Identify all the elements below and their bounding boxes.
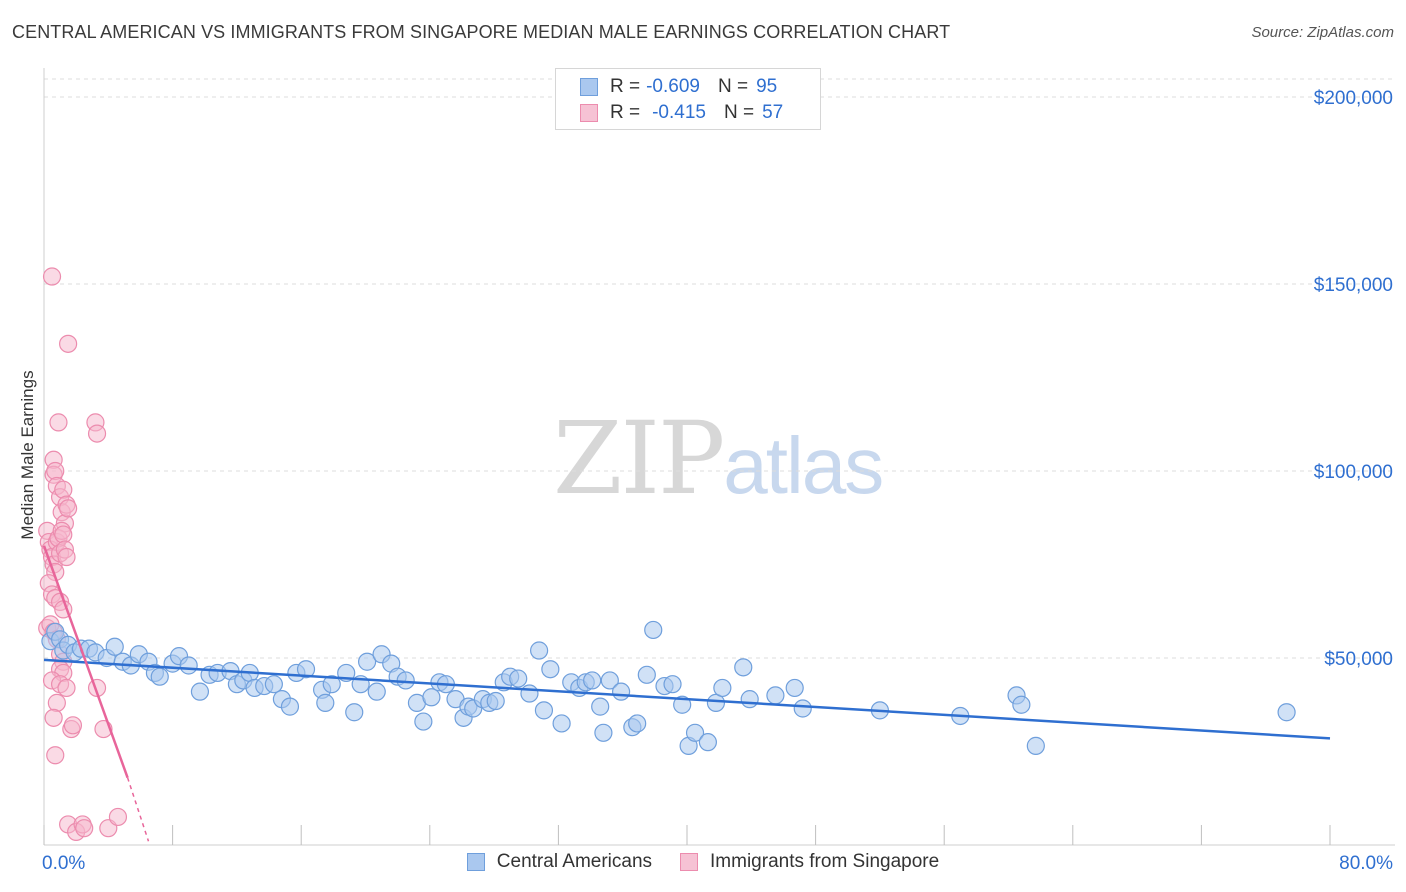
singapore-point (75, 819, 94, 838)
singapore-point (59, 334, 78, 353)
y-tick-label: $100,000 (1314, 462, 1393, 483)
singapore-point (46, 746, 65, 765)
series-swatch-pink (680, 853, 699, 871)
central-americans-trendline (43, 658, 1331, 740)
central-americans-point (509, 669, 528, 688)
singapore-point (57, 678, 76, 698)
series-legend-label: Central Americans (496, 851, 653, 872)
watermark-zip: ZIP (553, 400, 725, 517)
central-americans-point (414, 712, 433, 731)
singapore-point (42, 267, 62, 286)
legend-row-central-americans: R = -0.609 N = 95 (580, 75, 777, 99)
series-legend: Central Americans Immigrants from Singap… (0, 851, 1406, 873)
central-americans-point (1026, 736, 1045, 755)
central-americans-point (785, 678, 804, 698)
y-tick-label: $50,000 (1324, 649, 1393, 670)
central-americans-point (713, 678, 732, 698)
singapore-point (63, 716, 83, 735)
central-americans-point (637, 665, 656, 684)
central-americans-point (740, 690, 759, 709)
central-americans-point (105, 637, 124, 656)
x-tick-label-min: 0.0% (42, 853, 85, 874)
central-americans-point (345, 703, 364, 722)
central-americans-point (594, 723, 613, 742)
singapore-point (108, 807, 128, 827)
series-legend-central-americans[interactable]: Central Americans (466, 851, 653, 873)
legend-n-label: N = (717, 76, 749, 97)
x-tick-label-max: 80.0% (1339, 853, 1393, 874)
y-axis-label: Median Male Earnings (18, 370, 37, 540)
legend-n-label: N = (723, 102, 755, 123)
central-americans-point (150, 667, 169, 686)
central-americans-point (706, 693, 726, 712)
singapore-point (54, 480, 73, 499)
singapore-trendline-extension (126, 777, 150, 842)
legend-row-singapore: R = -0.415 N = 57 (580, 101, 783, 125)
legend-r-label: R = (610, 76, 641, 97)
singapore-point (44, 708, 63, 727)
legend-r-value: -0.415 (652, 102, 706, 123)
central-americans-point (179, 656, 198, 675)
series-legend-singapore[interactable]: Immigrants from Singapore (680, 851, 939, 873)
legend-swatch-pink (580, 104, 598, 122)
central-americans-point (530, 641, 549, 660)
central-americans-point (698, 733, 717, 752)
singapore-point (49, 413, 68, 432)
central-americans-point (583, 671, 602, 690)
y-tick-label: $200,000 (1314, 88, 1393, 109)
legend-n-value: 95 (756, 76, 778, 97)
central-americans-point (520, 684, 539, 703)
central-americans-point (264, 675, 283, 694)
central-americans-point (1012, 695, 1031, 714)
singapore-point (46, 461, 65, 481)
watermark-atlas: atlas (723, 421, 884, 510)
central-americans-point (534, 701, 554, 720)
central-americans-point (734, 658, 753, 677)
central-americans-point (296, 660, 316, 679)
y-tick-label: $150,000 (1314, 275, 1393, 296)
central-americans-point (358, 652, 377, 671)
central-americans-point (190, 682, 210, 701)
central-americans-point (1277, 703, 1296, 722)
singapore-point (54, 525, 73, 544)
central-americans-point (541, 660, 560, 679)
singapore-point (87, 424, 107, 443)
correlation-legend: R = -0.609 N = 95 R = -0.415 N = 57 (555, 68, 821, 130)
central-americans-point (552, 714, 571, 733)
legend-r-value: -0.609 (646, 76, 700, 97)
central-americans-point (422, 688, 441, 707)
legend-swatch-blue (580, 78, 598, 96)
central-americans-point (280, 697, 300, 716)
central-americans-point (367, 682, 386, 701)
series-swatch-blue (466, 853, 485, 871)
central-americans-point (644, 620, 663, 640)
series-legend-label: Immigrants from Singapore (710, 851, 940, 872)
central-americans-point (663, 675, 682, 694)
watermark: ZIPatlas (553, 400, 884, 517)
central-americans-point (322, 675, 341, 694)
singapore-point (47, 693, 66, 712)
central-americans-point (316, 693, 335, 712)
central-americans-point (600, 671, 619, 690)
legend-r-label: R = (610, 102, 641, 123)
central-americans-point (766, 686, 785, 705)
singapore-point (59, 499, 78, 518)
singapore-point (57, 547, 76, 567)
central-americans-point (685, 723, 705, 742)
central-americans-point (793, 699, 812, 718)
legend-n-value: 57 (762, 102, 784, 123)
central-americans-point (591, 697, 610, 716)
central-americans-point (673, 695, 692, 714)
source-label: Source: ZipAtlas.com (1251, 24, 1394, 41)
central-americans-point (611, 682, 631, 701)
singapore-trendline (42, 545, 129, 779)
chart-title: CENTRAL AMERICAN VS IMMIGRANTS FROM SING… (12, 22, 951, 42)
central-americans-point (628, 714, 647, 733)
central-americans-point (486, 691, 505, 711)
